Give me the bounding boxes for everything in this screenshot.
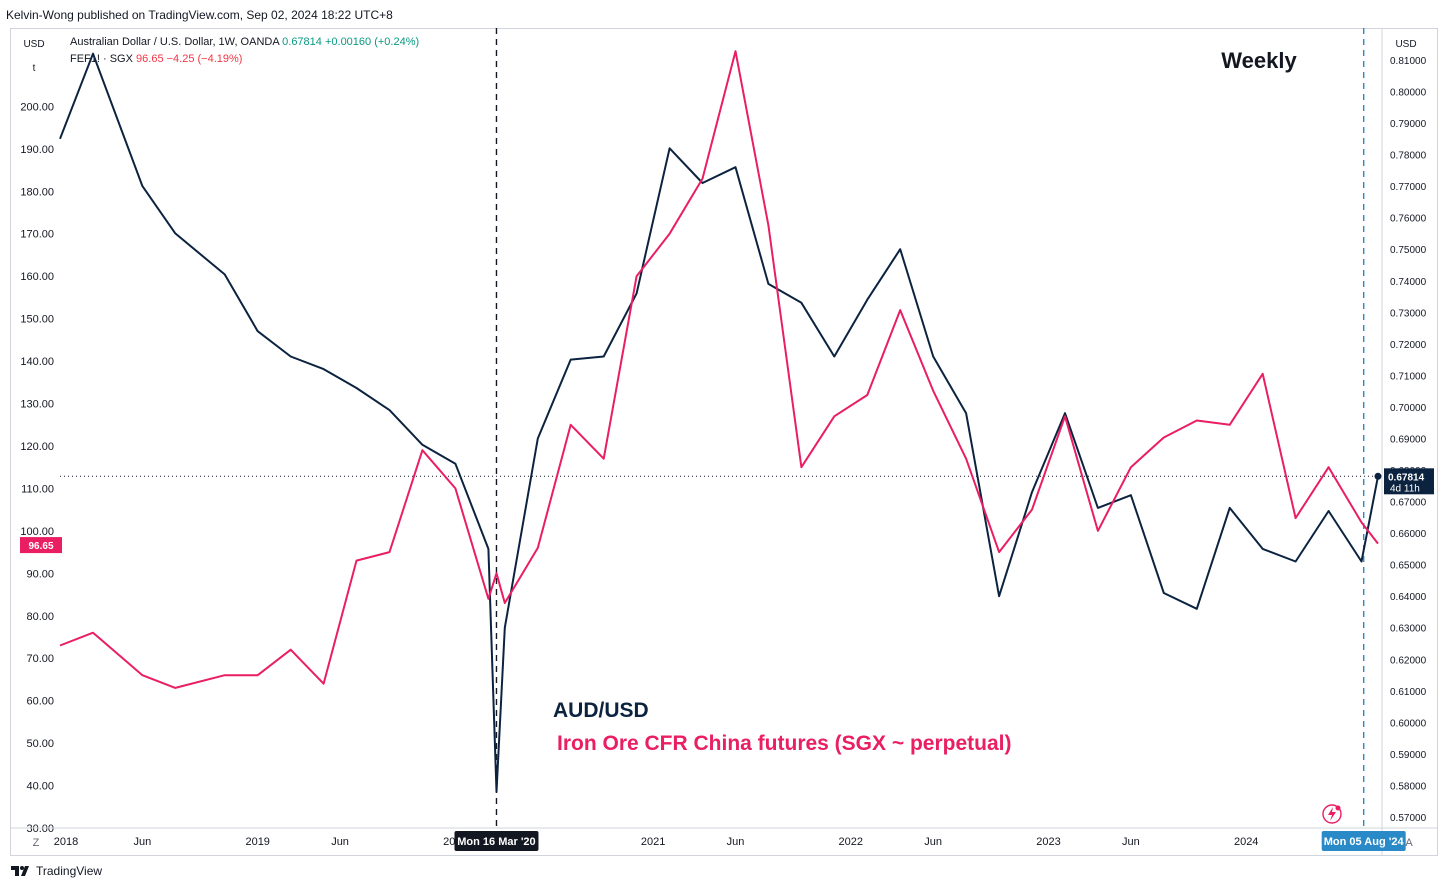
legend-row-audusd[interactable]: Australian Dollar / U.S. Dollar, 1W, OAN… [70,36,419,48]
right-tick-label: 0.58000 [1390,781,1427,792]
audusd-line [59,52,1379,793]
right-tick-label: 0.76000 [1390,214,1427,225]
corner-auto-scale-button[interactable]: A [1405,837,1413,849]
x-axis: 2018Jun2019Jun20202021Jun2022Jun2023Jun2… [10,827,1438,848]
legend-audusd-name: Australian Dollar / U.S. Dollar, 1W, OAN… [70,36,280,48]
x-tick-label: Jun [134,836,152,848]
right-tick-label: 0.62000 [1390,655,1427,666]
legend-iron-price: 96.65 [136,53,164,65]
right-tick-label: 0.75000 [1390,245,1427,256]
footer: TradingView [10,864,102,878]
event-marker-label: Mon 16 Mar '20 [457,836,535,848]
audusd-last-point [1374,472,1382,480]
right-axis-currency-button[interactable]: USD [1395,38,1417,50]
lightning-icon-ring [1322,804,1342,824]
x-tick-label: Jun [727,836,745,848]
chart-frame [10,28,1438,856]
left-tick-label: 70.00 [26,653,54,665]
left-axis-unit-label: t [32,62,36,74]
legend-iron-name: FEF1! · SGX [70,53,133,65]
x-tick-label: 2022 [839,836,863,848]
right-tick-label: 0.66000 [1390,529,1427,540]
audusd-countdown: 4d 11h [1390,483,1420,494]
left-axis: 30.00 40.00 50.00 60.00 70.00 80.00 90.00 100.0… [20,101,62,835]
left-tick-label: 130.00 [20,399,54,411]
x-tick-label: 2019 [245,836,269,848]
iron-ore-line [59,50,1379,689]
left-axis-currency-button[interactable]: USD [23,38,45,50]
right-tick-label: 0.65000 [1390,561,1427,572]
right-tick-label: 0.67000 [1390,498,1427,509]
legend-audusd-price: 0.67814 [282,36,322,48]
event-marker-label-bg [1321,831,1406,851]
right-tick-label: 0.63000 [1390,624,1427,635]
right-tick-label: 0.60000 [1390,718,1427,729]
right-tick-label: 0.61000 [1390,687,1427,698]
left-tick-label: 120.00 [20,441,54,453]
x-tick-label: Jun [924,836,942,848]
left-tick-label: 150.00 [20,314,54,326]
lightning-icon [1322,804,1342,824]
right-tick-label: 0.80000 [1390,88,1427,99]
left-tick-label: 110.00 [21,483,54,495]
left-tick-label: 90.00 [26,568,54,580]
left-tick-label: 190.00 [20,144,54,156]
lightning-icon-dot [1335,805,1341,811]
left-tick-label: 30.00 [26,823,54,835]
legend-iron-change: −4.25 (−4.19%) [166,53,243,65]
right-tick-label: 0.73000 [1390,308,1427,319]
left-tick-label: 60.00 [26,696,54,708]
left-tick-label: 50.00 [26,738,54,750]
right-tick-label: 0.57000 [1390,813,1427,824]
left-tick-label: 100.00 [20,526,54,538]
right-tick-label: 0.78000 [1390,151,1427,162]
tradingview-logo-icon [11,866,29,876]
right-tick-label: 0.79000 [1390,119,1427,130]
right-tick-label: 0.71000 [1390,371,1427,382]
x-tick-label: 2018 [54,836,78,848]
x-tick-label: Jun [1122,836,1140,848]
event-marker-label: Mon 05 Aug '24 [1324,836,1405,848]
left-tick-label: 170.00 [20,229,54,241]
left-tick-label: 80.00 [26,611,54,623]
lightning-icon-bolt [1328,807,1336,821]
iron-price-tag: 96.65 [28,541,53,552]
vertical-markers: Mon 16 Mar '20 Mon 05 Aug '24 [454,28,1406,851]
iron-price-tag-bg [20,537,62,554]
x-tick-label: 2021 [641,836,665,848]
annotation-iron-ore: Iron Ore CFR China futures (SGX ~ perpet… [557,732,1011,755]
right-tick-label: 0.59000 [1390,750,1427,761]
x-tick-label: 2023 [1036,836,1060,848]
x-tick-label: 2024 [1234,836,1258,848]
chart-title: Weekly [1221,48,1297,73]
event-marker-label-bg [454,831,539,851]
x-tick-label: Jun [331,836,349,848]
right-tick-label: 0.72000 [1390,340,1427,351]
left-tick-label: 180.00 [20,186,54,198]
chart-labels: Weekly AUD/USD Iron Ore CFR China futures … [553,48,1342,824]
audusd-price-tag-bg [1384,468,1434,495]
legend-audusd-change: +0.00160 (+0.24%) [324,36,420,48]
right-tick-label: 0.70000 [1390,403,1427,414]
tradingview-brand: TradingView [36,864,103,878]
left-tick-label: 200.00 [20,101,54,113]
right-tick-label: 0.81000 [1390,56,1427,67]
right-tick-label: 0.69000 [1390,434,1427,445]
audusd-price-tag: 0.67814 [1388,472,1425,483]
legend-row-iron[interactable]: FEF1! · SGX 96.65 −4.25 (−4.19%) [70,53,242,65]
publisher-credit: Kelvin-Wong published on TradingView.com… [6,8,393,22]
series-lines [59,50,1382,793]
right-axis: 0.57000 0.58000 0.59000 0.60000 0.61000 0.620… [1381,28,1434,856]
corner-z-button[interactable]: Z [32,837,40,849]
right-tick-label: 0.77000 [1390,182,1427,193]
left-tick-label: 160.00 [20,271,54,283]
left-tick-label: 140.00 [20,356,54,368]
annotation-audusd: AUD/USD [553,699,649,722]
left-tick-label: 40.00 [26,781,54,793]
right-tick-label: 0.74000 [1390,277,1427,288]
right-tick-label: 0.64000 [1390,592,1427,603]
